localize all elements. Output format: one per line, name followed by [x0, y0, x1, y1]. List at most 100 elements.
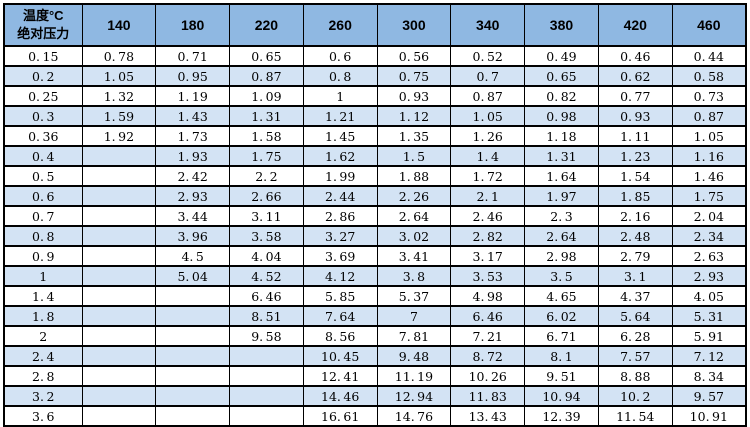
value-cell: 3. 5	[524, 265, 599, 287]
value-cell: 3. 8	[376, 265, 452, 287]
value-cell: 1. 93	[155, 145, 231, 167]
table-row: 2 9. 58 8. 56 7. 81 7. 21 6. 71 6. 28 5. 91	[3, 325, 747, 347]
table-row: 2. 8 12. 41 11. 19 10. 26 9. 51 8. 88 8. 34	[3, 365, 747, 387]
value-cell: 1. 58	[229, 125, 304, 147]
pressure-cell: 0. 2	[3, 65, 83, 87]
value-cell: 4. 37	[597, 285, 673, 307]
value-cell	[155, 305, 231, 327]
value-cell: 1. 18	[524, 125, 599, 147]
value-cell: 2. 63	[671, 245, 747, 267]
value-cell: 8. 72	[450, 345, 526, 367]
value-cell: 0. 87	[450, 85, 526, 107]
value-cell: 7	[376, 305, 452, 327]
value-cell: 1. 16	[671, 145, 747, 167]
value-cell	[81, 305, 157, 327]
value-cell: 1. 05	[81, 65, 157, 87]
column-header-180: 180	[155, 3, 231, 47]
value-cell: 1. 4	[450, 145, 526, 167]
value-cell: 4. 05	[671, 285, 747, 307]
value-cell: 0. 56	[376, 45, 452, 67]
value-cell: 2. 79	[597, 245, 673, 267]
value-cell	[229, 365, 304, 387]
pressure-cell: 0. 8	[3, 225, 83, 247]
value-cell	[229, 385, 304, 407]
value-cell: 0. 71	[155, 45, 231, 67]
value-cell: 1. 99	[302, 165, 378, 187]
value-cell	[81, 185, 157, 207]
value-cell: 3. 27	[302, 225, 378, 247]
value-cell: 4. 98	[450, 285, 526, 307]
corner-header-pressure-label: 绝对压力	[17, 26, 70, 41]
value-cell: 0. 73	[671, 85, 747, 107]
value-cell: 10. 45	[302, 345, 378, 367]
value-cell: 0. 75	[376, 65, 452, 87]
value-cell: 3. 1	[597, 265, 673, 287]
pressure-cell: 1. 8	[3, 305, 83, 327]
value-cell: 6. 02	[524, 305, 599, 327]
table-row: 3. 2 14. 46 12. 94 11. 83 10. 94 10. 2 9. 57	[3, 385, 747, 407]
table-row: 0. 7 3. 44 3. 11 2. 86 2. 64 2. 46 2. 3 2. 16 2.…	[3, 205, 747, 227]
pressure-temperature-table: 温度°C 绝对压力 140 180 220 260 300 340 380 420 460 0.…	[3, 3, 747, 427]
value-cell: 2. 98	[524, 245, 599, 267]
value-cell: 6. 46	[229, 285, 304, 307]
value-cell: 2. 66	[229, 185, 304, 207]
pressure-cell: 2. 4	[3, 345, 83, 367]
value-cell	[81, 345, 157, 367]
value-cell: 2. 82	[450, 225, 526, 247]
value-cell: 8. 34	[671, 365, 747, 387]
value-cell: 2. 3	[524, 205, 599, 227]
value-cell: 2. 04	[671, 205, 747, 227]
value-cell: 1. 75	[671, 185, 747, 207]
value-cell: 1. 92	[81, 125, 157, 147]
value-cell: 7. 57	[597, 345, 673, 367]
value-cell: 4. 52	[229, 265, 304, 287]
column-header-460: 460	[671, 3, 747, 47]
table-row: 0. 2 1. 05 0. 95 0. 87 0. 8 0. 75 0. 7 0. 65 0. …	[3, 65, 747, 87]
value-cell: 1. 32	[81, 85, 157, 107]
value-cell	[155, 365, 231, 387]
value-cell: 9. 48	[376, 345, 452, 367]
value-cell: 1. 64	[524, 165, 599, 187]
table-row: 1. 4 6. 46 5. 85 5. 37 4. 98 4. 65 4. 37 4. 05	[3, 285, 747, 307]
pressure-cell: 0. 7	[3, 205, 83, 227]
value-cell: 8. 56	[302, 325, 378, 347]
value-cell: 1. 85	[597, 185, 673, 207]
pressure-cell: 0. 25	[3, 85, 83, 107]
value-cell: 3. 69	[302, 245, 378, 267]
pressure-cell: 1	[3, 265, 83, 287]
column-header-220: 220	[229, 3, 304, 47]
value-cell	[155, 345, 231, 367]
value-cell: 2. 16	[597, 205, 673, 227]
table-row: 2. 4 10. 45 9. 48 8. 72 8. 1 7. 57 7. 12	[3, 345, 747, 367]
value-cell: 14. 76	[376, 405, 452, 427]
value-cell	[155, 385, 231, 407]
value-cell: 3. 44	[155, 205, 231, 227]
value-cell: 2. 46	[450, 205, 526, 227]
value-cell: 7. 81	[376, 325, 452, 347]
pressure-cell: 0. 36	[3, 125, 83, 147]
value-cell: 2. 64	[376, 205, 452, 227]
value-cell: 13. 43	[450, 405, 526, 427]
table-body: 0. 15 0. 78 0. 71 0. 65 0. 6 0. 56 0. 52 0. 49 0…	[3, 45, 747, 427]
value-cell: 1. 31	[229, 105, 304, 127]
value-cell: 1. 35	[376, 125, 452, 147]
column-header-340: 340	[450, 3, 526, 47]
corner-header-temperature-label: 温度°C	[22, 8, 64, 24]
value-cell: 0. 44	[671, 45, 747, 67]
value-cell: 9. 51	[524, 365, 599, 387]
value-cell: 14. 46	[302, 385, 378, 407]
value-cell: 3. 96	[155, 225, 231, 247]
table-row: 1. 8 8. 51 7. 64 7 6. 46 6. 02 5. 64 5. 31	[3, 305, 747, 327]
value-cell	[81, 325, 157, 347]
value-cell: 1. 43	[155, 105, 231, 127]
value-cell: 0. 78	[81, 45, 157, 67]
value-cell: 8. 51	[229, 305, 304, 327]
value-cell	[229, 345, 304, 367]
value-cell: 0. 65	[229, 45, 304, 67]
value-cell: 1. 31	[524, 145, 599, 167]
value-cell: 0. 7	[450, 65, 526, 87]
value-cell: 2. 34	[671, 225, 747, 247]
value-cell: 8. 88	[597, 365, 673, 387]
value-cell: 4. 04	[229, 245, 304, 267]
value-cell: 0. 52	[450, 45, 526, 67]
